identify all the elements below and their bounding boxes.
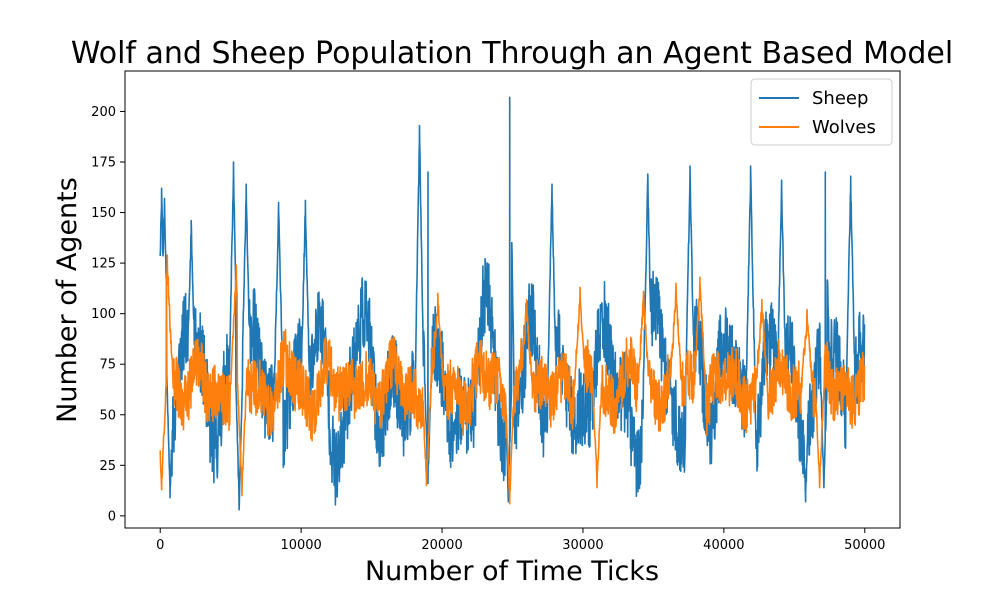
legend: Sheep Wolves [750,78,893,146]
y-tick-label: 200 [91,105,116,120]
y-tick-label: 25 [99,459,116,474]
legend-box [750,78,893,146]
legend-label: Sheep [812,88,868,109]
y-axis-label: Number of Agents [52,177,83,423]
series-line-sheep [159,96,866,511]
series-line-wolves [159,254,866,505]
y-tick-label: 125 [91,257,116,272]
x-tick-label: 10000 [280,538,321,553]
y-tick-label: 100 [91,307,116,322]
plot-frame [124,70,901,529]
y-tick-label: 50 [99,408,116,423]
x-axis-label: Number of Time Ticks [365,556,659,587]
legend-label: Wolves [812,117,876,138]
y-tick-label: 150 [91,206,116,221]
x-tick-label: 0 [156,538,164,553]
y-tick-label: 75 [99,358,116,373]
x-axis-ticks: 0 10000 20000 30000 40000 50000 [156,528,885,553]
chart-title: Wolf and Sheep Population Through an Age… [71,36,953,71]
y-axis-ticks: 0 25 50 75 100 125 150 175 200 [91,105,125,524]
x-tick-label: 50000 [844,538,885,553]
plot-area: 0 10000 20000 30000 40000 50000 0 25 50 75 100 125… [91,70,901,553]
series-layer [159,96,866,511]
x-tick-label: 30000 [562,538,603,553]
y-tick-label: 175 [91,155,116,170]
x-tick-label: 20000 [421,538,462,553]
y-tick-label: 0 [108,509,116,524]
x-tick-label: 40000 [703,538,744,553]
